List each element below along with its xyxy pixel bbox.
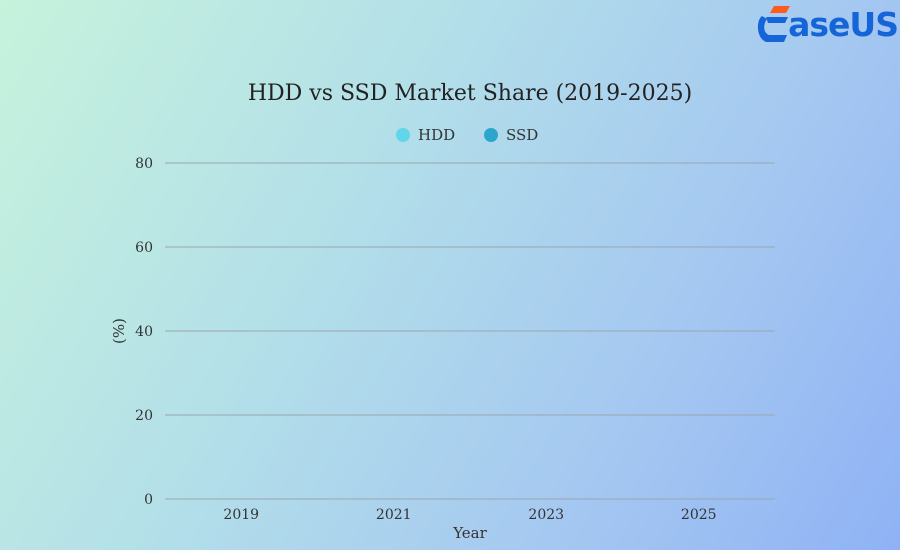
x-tick-label: 2021 xyxy=(376,507,412,523)
y-axis-ticks: 0 20 40 60 80 xyxy=(135,156,153,508)
legend-hdd-marker[interactable] xyxy=(396,128,410,142)
grid-lines xyxy=(165,162,775,500)
x-tick-label: 2025 xyxy=(681,507,717,523)
y-tick-label: 0 xyxy=(144,492,153,508)
y-tick-label: 60 xyxy=(135,240,153,256)
x-tick-label: 2019 xyxy=(223,507,259,523)
y-tick-label: 80 xyxy=(135,156,153,172)
easeus-logo: aseUS xyxy=(754,2,899,46)
y-axis-label: (%) xyxy=(110,318,128,344)
legend-hdd-label[interactable]: HDD xyxy=(418,126,455,144)
x-axis-label: Year xyxy=(452,524,487,542)
legend-ssd-label[interactable]: SSD xyxy=(506,126,538,144)
logo-wordmark: aseUS xyxy=(788,4,899,44)
legend-ssd-marker[interactable] xyxy=(484,128,498,142)
x-axis-ticks: 2019 2021 2023 2025 xyxy=(223,507,716,523)
y-tick-label: 20 xyxy=(135,408,153,424)
easeus-logo-mark xyxy=(758,6,791,42)
chart-title: HDD vs SSD Market Share (2019-2025) xyxy=(248,81,692,106)
x-tick-label: 2023 xyxy=(528,507,564,523)
y-tick-label: 40 xyxy=(135,324,153,340)
legend: HDD SSD xyxy=(396,126,538,144)
